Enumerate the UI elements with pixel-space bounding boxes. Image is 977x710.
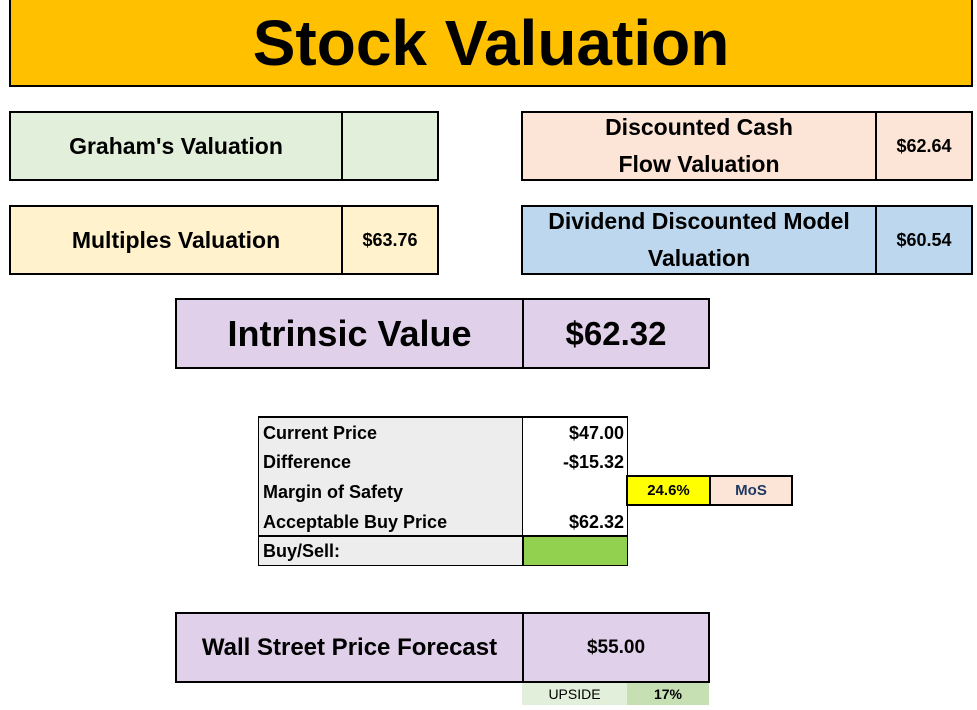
grahams-valuation-label: Graham's Valuation [9, 111, 343, 181]
difference-value[interactable]: -$15.32 [522, 447, 627, 477]
table-row-buy-sell: Buy/Sell: [259, 535, 627, 565]
table-row-current-price: Current Price $47.00 [259, 418, 627, 448]
acceptable-buy-price-value[interactable]: $62.32 [522, 507, 627, 537]
table-row-acceptable-buy-price: Acceptable Buy Price $62.32 [259, 507, 627, 537]
multiples-valuation-value[interactable]: $63.76 [341, 205, 439, 275]
intrinsic-value-value[interactable]: $62.32 [522, 298, 710, 369]
mos-label: MoS [709, 475, 793, 506]
acceptable-buy-price-label: Acceptable Buy Price [259, 507, 522, 537]
table-row-margin-of-safety: Margin of Safety [259, 477, 627, 507]
upside-label: UPSIDE [522, 683, 627, 705]
wall-street-forecast-label: Wall Street Price Forecast [175, 612, 524, 683]
page-title: Stock Valuation [9, 0, 973, 87]
mos-percent[interactable]: 24.6% [626, 475, 711, 506]
margin-of-safety-label: Margin of Safety [259, 477, 522, 507]
margin-of-safety-value[interactable] [522, 477, 627, 507]
difference-label: Difference [259, 447, 522, 477]
intrinsic-value-label: Intrinsic Value [175, 298, 524, 369]
dcf-valuation-value[interactable]: $62.64 [875, 111, 973, 181]
buy-sell-label: Buy/Sell: [259, 537, 522, 565]
table-row-difference: Difference -$15.32 [259, 447, 627, 477]
current-price-label: Current Price [259, 418, 522, 448]
buy-sell-signal[interactable] [522, 537, 627, 565]
current-price-value[interactable]: $47.00 [522, 418, 627, 448]
wall-street-forecast-value[interactable]: $55.00 [522, 612, 710, 683]
grahams-valuation-value[interactable] [341, 111, 439, 181]
ddm-valuation-label: Dividend Discounted Model Valuation [521, 205, 877, 275]
ddm-valuation-value[interactable]: $60.54 [875, 205, 973, 275]
upside-value[interactable]: 17% [627, 683, 709, 705]
dcf-valuation-label: Discounted Cash Flow Valuation [521, 111, 877, 181]
multiples-valuation-label: Multiples Valuation [9, 205, 343, 275]
